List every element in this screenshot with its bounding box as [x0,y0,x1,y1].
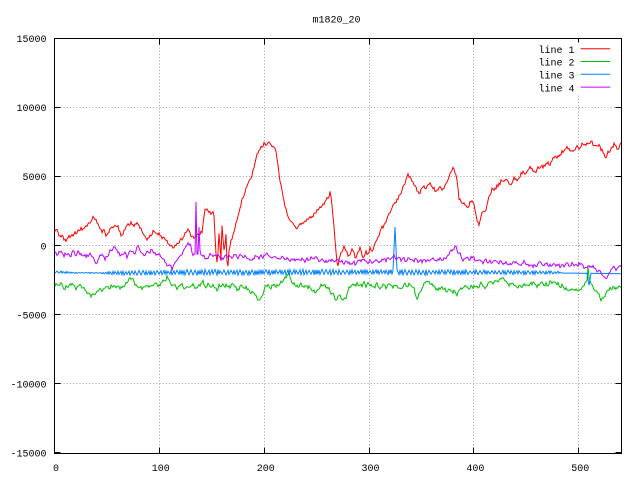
svg-text:line 1: line 1 [538,45,574,57]
svg-text:10000: 10000 [16,104,46,115]
svg-text:line 2: line 2 [538,58,574,70]
svg-text:-10000: -10000 [10,380,46,391]
svg-text:500: 500 [571,464,589,475]
svg-text:400: 400 [466,464,484,475]
svg-text:-5000: -5000 [16,311,46,322]
svg-text:-15000: -15000 [10,449,46,460]
svg-text:15000: 15000 [16,35,46,46]
svg-text:0: 0 [53,464,59,475]
svg-text:200: 200 [257,464,275,475]
svg-text:line 3: line 3 [538,71,574,83]
svg-text:0: 0 [40,242,46,253]
svg-text:m1820_20: m1820_20 [312,16,360,27]
svg-text:100: 100 [152,464,170,475]
svg-text:line 4: line 4 [538,83,574,95]
svg-text:5000: 5000 [22,173,46,184]
svg-text:300: 300 [361,464,379,475]
